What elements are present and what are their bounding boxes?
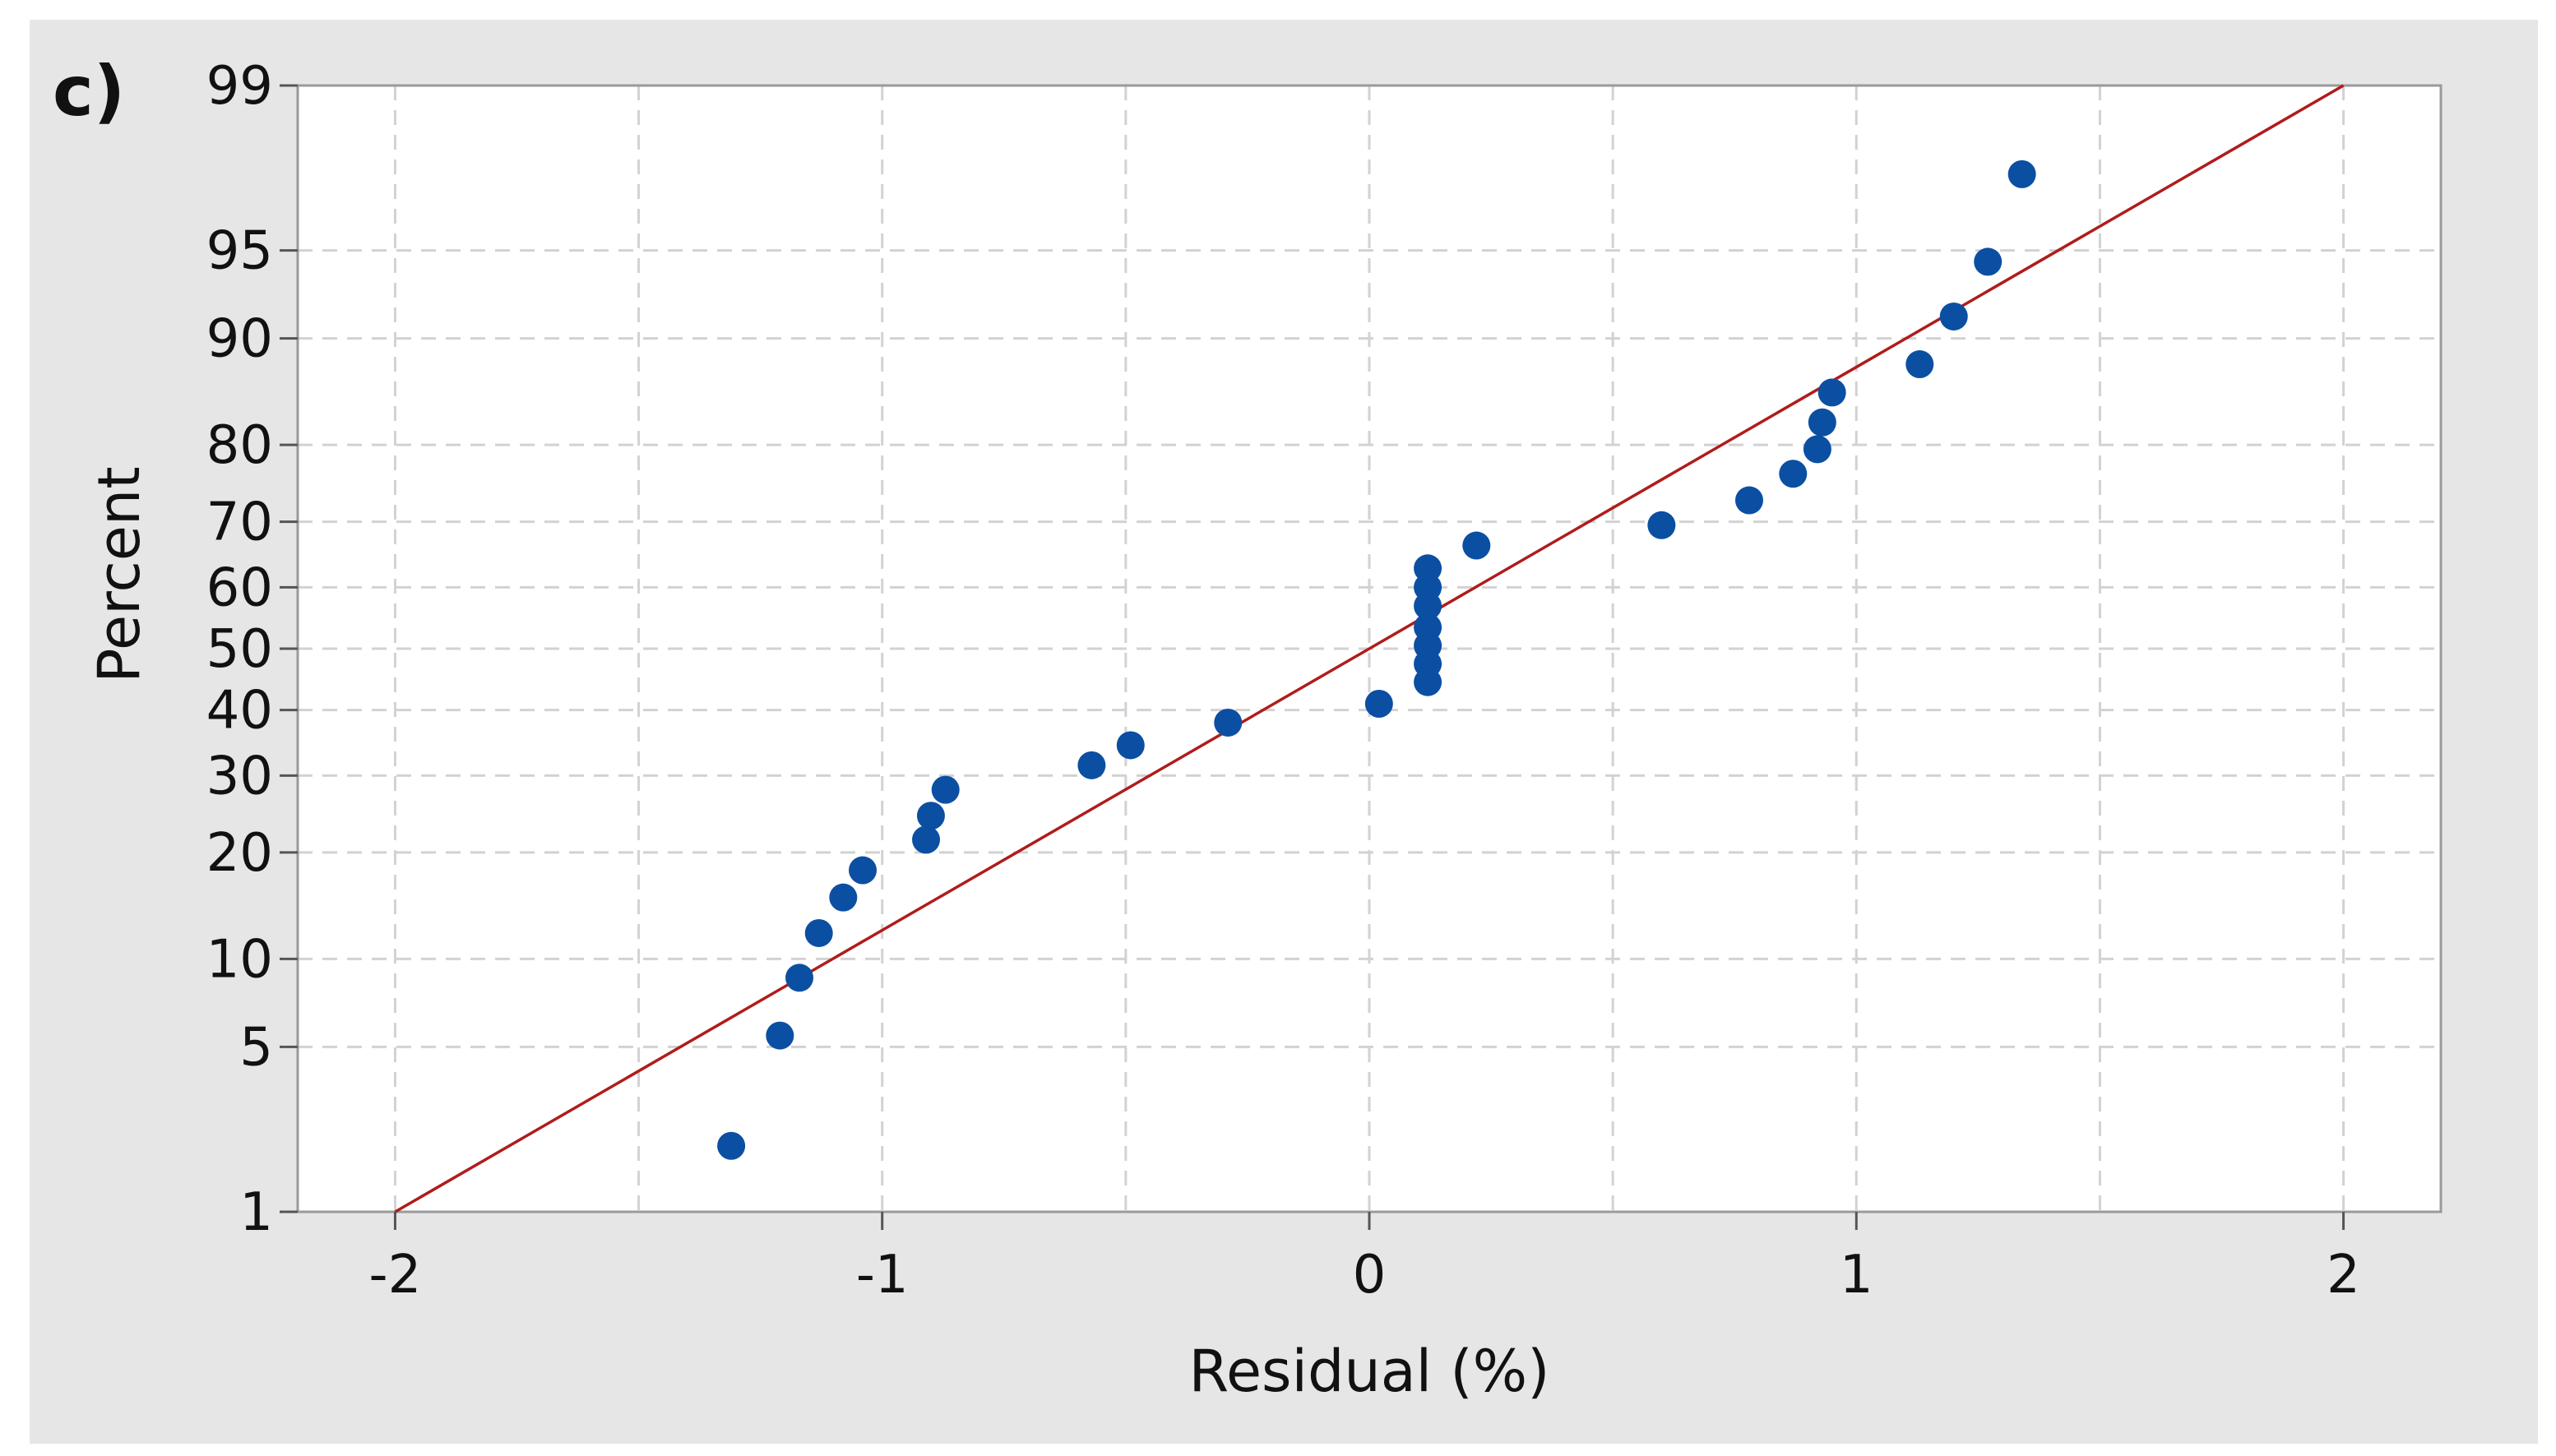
y-tick-label: 60 [206, 557, 273, 618]
fit-line-layer [394, 84, 2345, 1213]
y-tick-label: 95 [206, 221, 273, 282]
data-point [829, 883, 858, 912]
data-point [1077, 751, 1106, 779]
fit-line [394, 84, 2345, 1213]
y-tick-label: 80 [206, 415, 273, 476]
x-tick-label: 1 [1840, 1245, 1873, 1306]
data-point [1214, 708, 1243, 737]
x-axis-title: Residual (%) [1188, 1338, 1549, 1405]
data-point [1939, 302, 1968, 330]
x-tick-label: 2 [2327, 1245, 2360, 1306]
data-point [1364, 690, 1393, 719]
y-tick-label: 5 [239, 1017, 273, 1078]
data-point [804, 918, 833, 947]
y-tick-label: 70 [206, 492, 273, 553]
data-point [1647, 511, 1676, 539]
data-point [1462, 531, 1491, 560]
data-point [2007, 159, 2036, 188]
data-point [1734, 486, 1763, 515]
y-tick-label: 1 [239, 1182, 273, 1243]
data-point [717, 1131, 746, 1160]
data-point [849, 856, 877, 885]
data-point [1116, 731, 1145, 760]
data-point [912, 825, 941, 854]
data-point [1905, 350, 1934, 379]
y-tick-label: 40 [206, 681, 273, 742]
data-point [785, 964, 814, 992]
y-tick-label: 20 [206, 823, 273, 884]
data-point [1817, 378, 1846, 407]
x-tick-label: -1 [856, 1245, 909, 1306]
data-point [766, 1021, 794, 1050]
y-axis-title: Percent [86, 466, 153, 682]
x-tick-labels: -2 -1 0 1 2 [369, 1212, 2360, 1306]
data-point [1414, 613, 1442, 642]
data-point [1779, 460, 1808, 488]
data-point [1414, 554, 1442, 583]
y-tick-label: 99 [206, 56, 273, 117]
y-tick-label: 30 [206, 746, 273, 807]
data-points [717, 159, 2036, 1160]
y-tick-label: 50 [206, 619, 273, 680]
data-point [916, 802, 945, 830]
panel-label: c) [53, 51, 125, 132]
y-tick-label: 90 [206, 309, 273, 370]
data-point [1808, 408, 1836, 437]
data-point [1803, 435, 1831, 464]
x-tick-label: 0 [1353, 1245, 1387, 1306]
data-point [931, 775, 960, 804]
data-point [1974, 247, 2003, 276]
x-tick-label: -2 [369, 1245, 422, 1306]
y-tick-label: 10 [206, 929, 273, 990]
